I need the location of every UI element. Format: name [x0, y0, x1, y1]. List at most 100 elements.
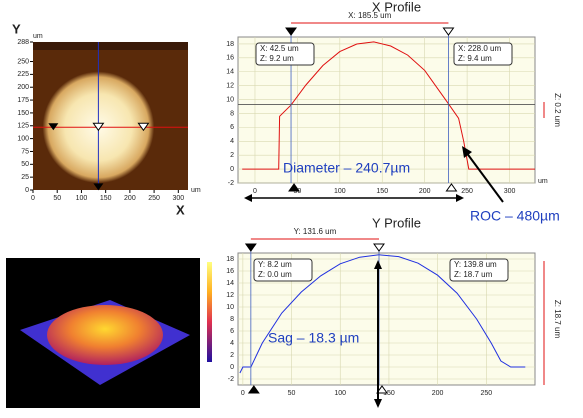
cursor-text: Z: 9.4 um [458, 54, 492, 63]
cursor-marker [373, 243, 385, 252]
arrow-head [456, 194, 464, 202]
chart-title: X Profile [372, 0, 421, 14]
y-tick-label: 16 [226, 55, 234, 62]
x-tick-label: 0 [241, 390, 245, 397]
y-tick-label: 0 [230, 166, 234, 173]
cursor-text: Z: 9.2 um [260, 54, 294, 63]
x-tick-label: 0 [31, 195, 35, 202]
cursor-marker [244, 243, 257, 252]
y-tick-label: 175 [17, 97, 29, 104]
axis-label: Y [12, 21, 21, 36]
y-tick-label: 125 [17, 123, 29, 130]
y-tick-label: 0 [230, 364, 234, 371]
cursor-text: Z: 0.0 um [258, 270, 292, 279]
y-tick-label: 12 [226, 83, 234, 90]
arrow-head [374, 260, 382, 269]
annotation: ROC – 480µm [470, 208, 560, 224]
cursor-box [453, 42, 513, 66]
cursor-box [255, 42, 315, 66]
y-tick-label: 50 [21, 161, 29, 168]
x-tick-label: 150 [100, 195, 112, 202]
x-tick-label: 300 [172, 195, 184, 202]
marker [137, 122, 150, 132]
profile-line [239, 254, 526, 374]
y-tick-label: 100 [17, 135, 29, 142]
x-tick-label: 200 [419, 188, 431, 195]
y-tick-label: 200 [17, 84, 29, 91]
y-tick-label: 10 [226, 304, 234, 311]
arrow-head [374, 399, 382, 408]
x-tick-label: 100 [334, 188, 346, 195]
y-tick-label: 18 [226, 256, 234, 263]
y-tick-label: 6 [230, 124, 234, 131]
marker [92, 122, 105, 132]
y-tick-label: 12 [226, 292, 234, 299]
y-tick-label: 2 [230, 152, 234, 159]
span-label: Y: 131.6 um [294, 227, 337, 236]
y-tick-label: 4 [230, 340, 234, 347]
3d-view [6, 258, 212, 408]
x-tick-label: 200 [432, 390, 444, 397]
y-tick-label: 6 [230, 328, 234, 335]
span-label: X: 185.5 um [348, 11, 391, 20]
x-tick-label: 50 [288, 390, 296, 397]
cursor-box [449, 258, 509, 282]
arrow-head [244, 194, 252, 202]
x-tick-label: 250 [480, 390, 492, 397]
marker [93, 183, 104, 191]
x-tick-label: 100 [334, 390, 346, 397]
y-tick-label: 10 [226, 96, 234, 103]
cursor-text: X: 228.0 um [458, 44, 501, 53]
cursor-marker [445, 183, 458, 192]
x-tick-label: 150 [383, 390, 395, 397]
cursor-text: Y: 8.2 um [258, 260, 292, 269]
arrow-head [462, 146, 472, 158]
cursor-text: Y: 139.8 um [454, 260, 497, 269]
x-unit: um [538, 178, 548, 185]
y-tick-label: 0 [25, 187, 29, 194]
x-tick-label: 150 [376, 188, 388, 195]
y-tick-label: 150 [17, 110, 29, 117]
cursor-marker [376, 385, 388, 394]
cursor-marker [247, 385, 260, 394]
x-tick-label: 100 [76, 195, 88, 202]
cursor-box [253, 258, 313, 282]
y-tick-label: 16 [226, 268, 234, 275]
cursor-text: Z: 18.7 um [454, 270, 493, 279]
cursor-text: X: 42.5 um [260, 44, 299, 53]
annotation: Diameter – 240.7µm [283, 160, 410, 176]
x-tick-label: 50 [53, 195, 61, 202]
y-tick-label: 8 [230, 110, 234, 117]
chart-title: Y Profile [372, 215, 421, 230]
axis-label: X [176, 202, 185, 217]
x-tick-label: 250 [461, 188, 473, 195]
y-tick-label: 14 [226, 280, 234, 287]
y-tick-label: 18 [226, 41, 234, 48]
x-tick-label: 300 [504, 188, 516, 195]
y-tick-label: 250 [17, 58, 29, 65]
z-readout: Z: 18.7 um [553, 300, 562, 339]
annotation: Sag – 18.3 µm [268, 330, 359, 346]
y-tick-label: 75 [21, 148, 29, 155]
y-tick-label: 225 [17, 71, 29, 78]
color-bar [207, 262, 212, 362]
y-tick-label: -2 [228, 376, 234, 383]
y-tick-label: 2 [230, 352, 234, 359]
cursor-marker [288, 183, 301, 192]
y-tick-label: 14 [226, 69, 234, 76]
y-tick-label: 288 [17, 39, 29, 46]
marker [48, 123, 59, 131]
image-band [33, 42, 188, 50]
y-tick-label: 8 [230, 316, 234, 323]
3d-dome [47, 305, 163, 365]
cursor-marker [285, 27, 298, 36]
y-unit: um [33, 33, 43, 40]
y-tick-label: -2 [228, 180, 234, 187]
x-tick-label: 250 [148, 195, 160, 202]
x-unit: um [191, 187, 201, 194]
y-tick-label: 25 [21, 174, 29, 181]
z-readout: Z: 0.2 um [553, 93, 562, 127]
profile-line [242, 41, 535, 170]
x-tick-label: 0 [253, 188, 257, 195]
